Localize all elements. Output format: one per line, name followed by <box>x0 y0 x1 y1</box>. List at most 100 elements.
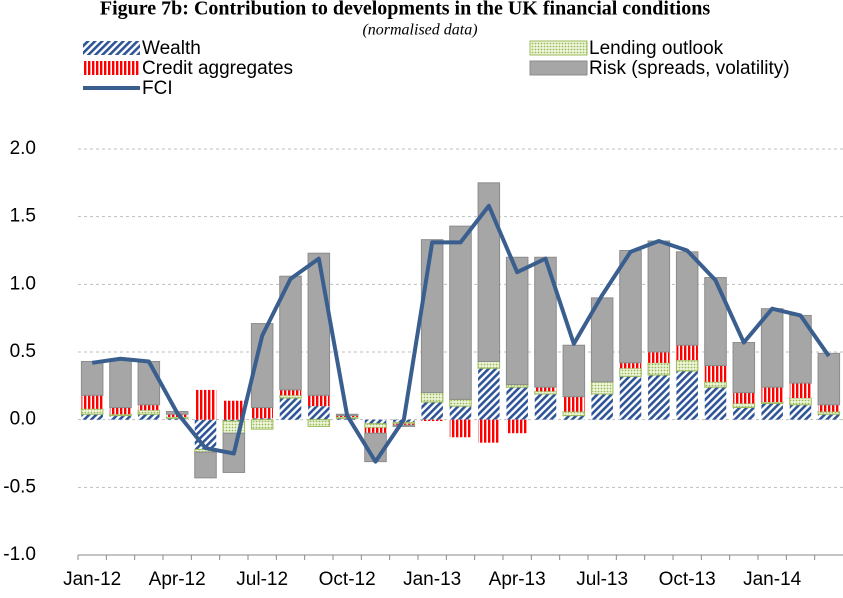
bar-segment <box>817 411 841 415</box>
bar-segment <box>477 182 501 362</box>
bar-segment <box>477 360 501 369</box>
bar-segment <box>732 342 756 394</box>
bar-segment <box>364 427 387 434</box>
bar-segment <box>704 381 727 388</box>
bar-segment <box>789 404 812 420</box>
bar-segment <box>308 395 330 407</box>
bar-segment <box>648 375 670 420</box>
bar-segment <box>250 419 274 430</box>
bar-segment <box>137 409 161 415</box>
bar-segment <box>109 358 132 408</box>
fci-line <box>91 203 831 464</box>
bar-segment <box>420 392 444 403</box>
y-tick-label: 2.0 <box>10 138 36 159</box>
bar-segment <box>138 404 160 411</box>
y-tick-label: 0.0 <box>10 409 36 430</box>
bar-segment <box>449 406 472 420</box>
bar-segment <box>137 360 161 406</box>
bar-segment <box>250 323 274 408</box>
x-tick-label: Apr-13 <box>489 569 546 590</box>
bar-segment <box>393 423 415 426</box>
bar-segment <box>505 256 529 385</box>
bar-segment <box>675 359 699 372</box>
bar-segment <box>421 419 443 422</box>
bar-segment <box>619 362 642 369</box>
bar-segment <box>449 225 472 400</box>
bar-segment <box>591 393 613 420</box>
bar-segment <box>789 397 812 406</box>
x-tick-label: Jan-14 <box>743 569 802 590</box>
bar-segment <box>534 393 557 420</box>
bar-segment <box>308 406 330 420</box>
bar-segment <box>138 414 160 420</box>
bar-segment <box>676 370 698 420</box>
chart-subtitle: (normalised data) <box>362 22 477 39</box>
bar-segment <box>704 365 727 382</box>
x-tick-label: Jul-13 <box>576 569 628 590</box>
bar-segment <box>223 400 245 420</box>
bar-segment <box>420 239 444 394</box>
bar-segment <box>165 416 189 419</box>
legend-label: FCI <box>142 78 173 99</box>
bar-segment <box>279 398 302 420</box>
bar-segment <box>223 419 245 422</box>
bar-segment <box>109 407 132 415</box>
bar-segment <box>80 408 104 415</box>
bar-segment <box>279 389 302 396</box>
bar-segment <box>279 275 302 391</box>
bar-segment <box>364 419 387 424</box>
bar-segment <box>817 352 841 406</box>
legend-swatch <box>529 60 588 76</box>
bar-segment <box>506 387 528 420</box>
bar-segment <box>675 251 699 346</box>
bar-segment <box>449 419 472 438</box>
legend-swatch <box>83 61 140 75</box>
bar-segment <box>563 415 585 420</box>
bar-segment <box>478 419 500 443</box>
bar-segment <box>648 352 670 363</box>
legend-label: Lending outlook <box>589 38 724 59</box>
bar-segment <box>818 404 840 412</box>
bar-segment <box>251 418 273 420</box>
y-tick-label: -1.0 <box>3 544 36 565</box>
bar-segment <box>251 407 273 419</box>
bar-segment <box>478 368 500 420</box>
bar-segment <box>761 403 783 420</box>
bar-segment <box>761 387 783 403</box>
bar-segment <box>619 376 642 420</box>
bar-segment <box>562 344 586 398</box>
bar-segment <box>534 390 557 395</box>
bar-segment <box>449 398 472 407</box>
bar-segment <box>392 424 416 427</box>
x-tick-label: Oct-13 <box>659 569 716 590</box>
bar-segment <box>818 414 840 420</box>
bar-segment <box>647 362 671 376</box>
bar-segment <box>194 389 217 420</box>
bar-segment <box>619 250 642 364</box>
bar-segment <box>81 395 103 409</box>
bar-segment <box>307 419 331 427</box>
bar-segment <box>704 277 727 367</box>
bar-segment <box>279 394 302 399</box>
legend-label: Wealth <box>142 38 201 59</box>
legend-swatch <box>529 40 588 56</box>
y-tick-label: 1.5 <box>10 206 36 227</box>
bar-segment <box>733 407 755 420</box>
bar-segment <box>364 423 387 429</box>
legend-label: Risk (spreads, volatility) <box>589 58 790 79</box>
bar-segment <box>109 413 132 417</box>
chart-title: Figure 7b: Contribution to developments … <box>100 0 710 20</box>
y-tick-label: -0.5 <box>3 476 36 497</box>
bar-segment <box>732 402 756 408</box>
x-tick-label: Jan-12 <box>63 569 121 590</box>
bar-segment <box>534 387 557 392</box>
bar-segment <box>789 383 812 399</box>
bar-segment <box>676 345 698 361</box>
x-tick-label: Jan-13 <box>403 569 461 590</box>
legend-label: Credit aggregates <box>142 58 293 79</box>
bar-segment <box>562 411 586 417</box>
bar-segment <box>80 360 104 396</box>
bar-segment <box>421 402 443 420</box>
bar-segment <box>704 387 727 420</box>
